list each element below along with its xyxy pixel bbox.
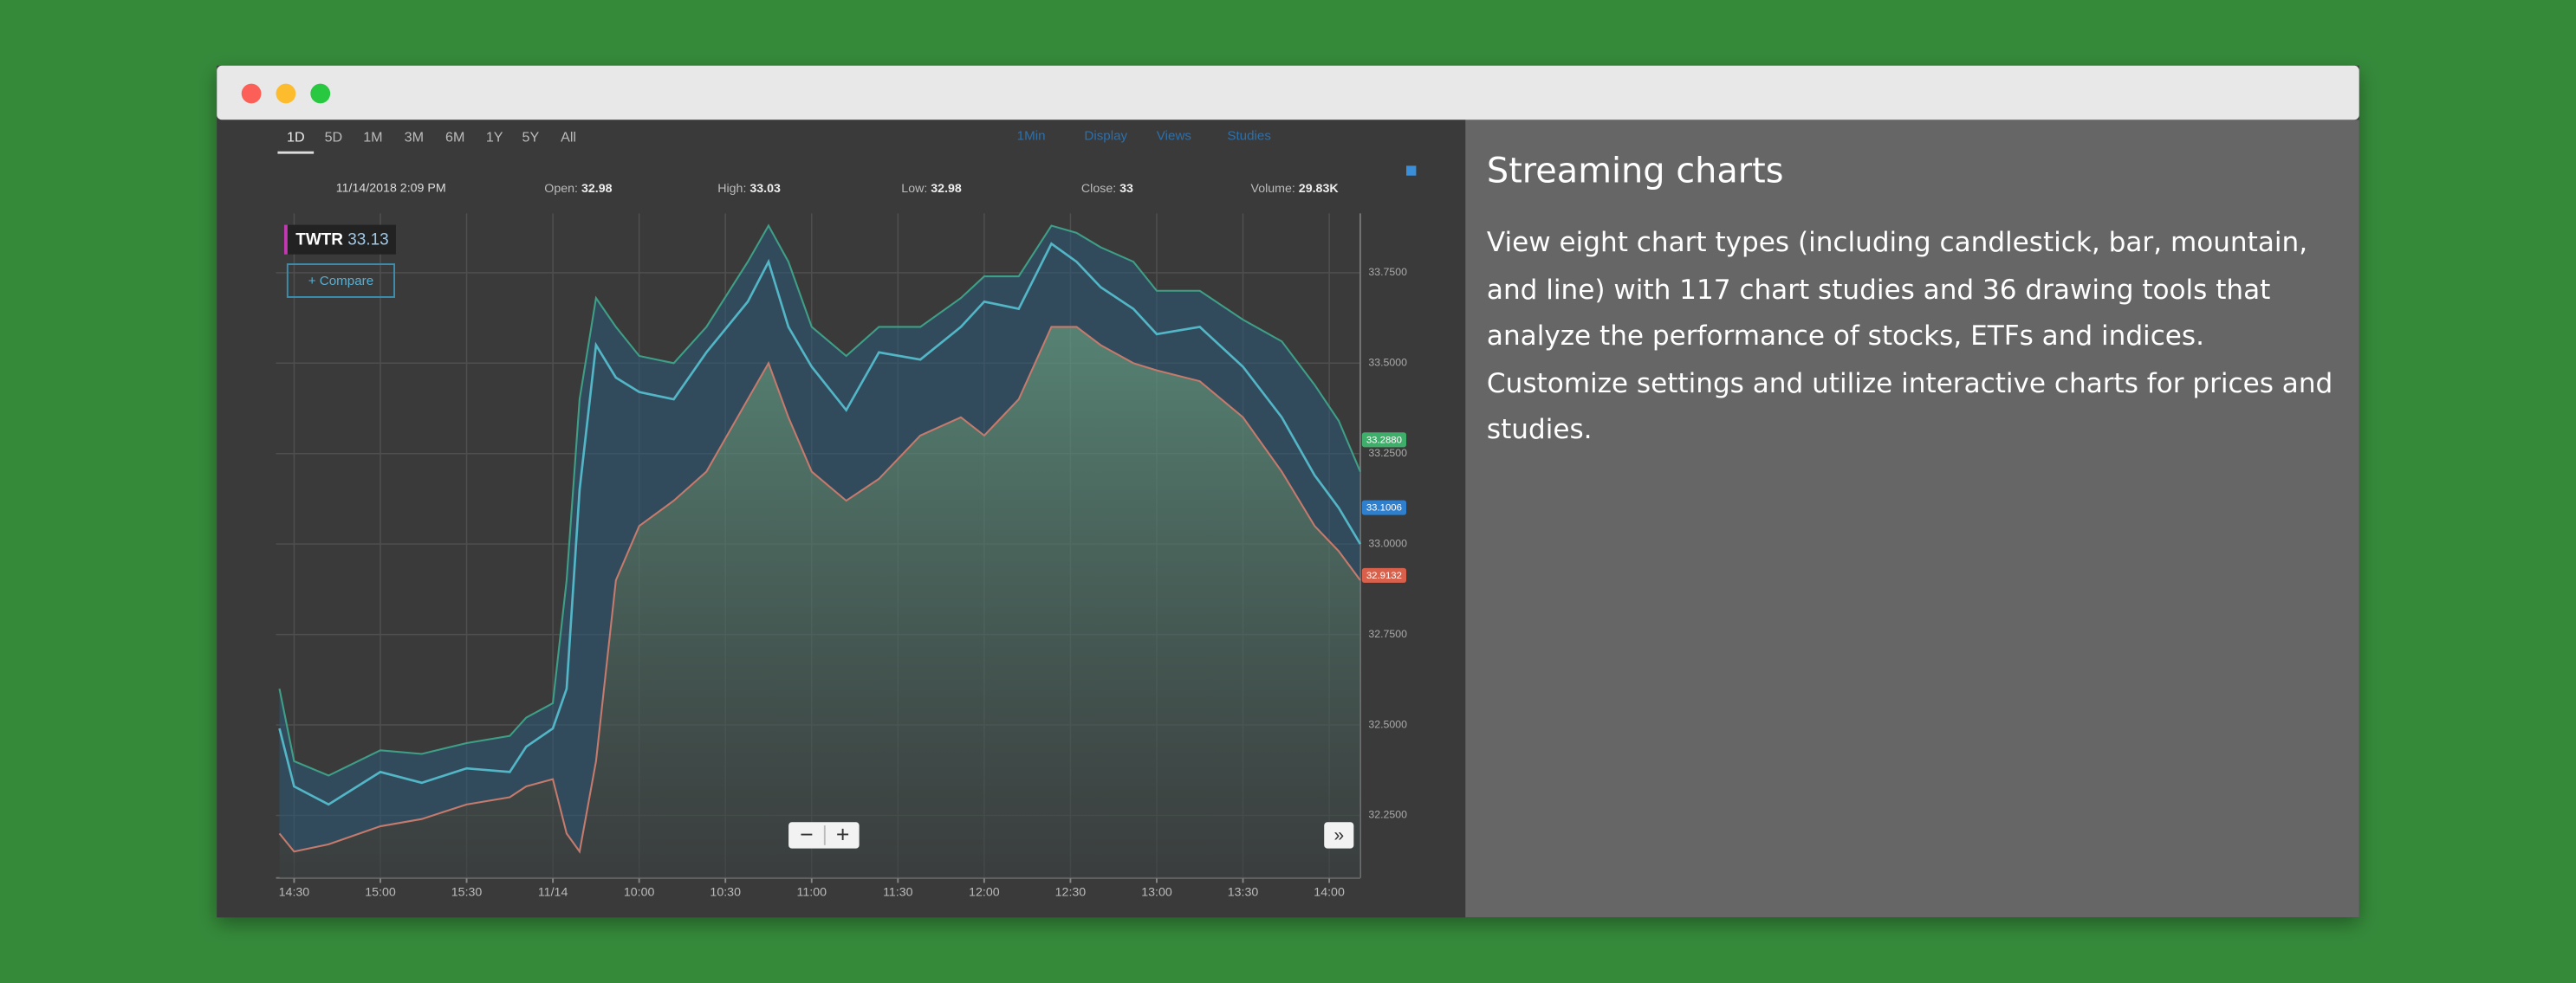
quote-label: Open: [544,182,578,196]
scroll-end-button[interactable] [1324,822,1354,849]
zoom-in-icon[interactable]: + [836,821,850,847]
timeframe-tab[interactable]: 6M [445,129,464,145]
compare-button[interactable] [286,263,395,298]
x-tick-label: 11:00 [797,886,827,900]
y-tick-label: 33.0000 [1368,537,1407,549]
zoom-out-icon[interactable]: − [800,821,814,847]
quote-field: High: 33.03 [717,182,781,196]
quote-field: Open: 32.98 [544,182,612,196]
x-tick-label: 12:30 [1055,886,1087,900]
timeframe-tab[interactable]: All [561,129,576,145]
quote-value: 33 [1119,182,1133,196]
price-tag-label: 33.2880 [1366,435,1402,445]
symbol-label: TWTR 33.13 [295,231,388,249]
minimize-button[interactable] [276,83,296,104]
chart: 1D 5D 1M 3M 6M 1Y 5Y All 1Min Display Views Studies… [276,128,1407,900]
y-tick-label: 32.7500 [1368,628,1407,640]
band-fill [279,225,1360,852]
price-tag [1361,432,1407,448]
quote-label: Volume: [1251,182,1295,196]
quote-label: High: [717,182,746,196]
quote-label: Low: [901,182,927,196]
compare-button-label[interactable]: + Compare [308,274,373,288]
series-line [278,223,1361,777]
quote-field: Low: 32.98 [901,182,962,196]
x-tick-label: 10:00 [624,886,655,900]
timeframe-tab[interactable]: 1Y [486,129,503,145]
y-tick-label: 32.2500 [1368,809,1407,821]
x-tick-label: 13:30 [1228,886,1259,900]
x-tick-label: 14:30 [279,886,310,900]
info-panel [1465,120,2359,918]
maximize-button[interactable] [310,83,331,104]
price-tag-label: 32.9132 [1366,571,1402,581]
panel-text: Streaming charts View eight chart types … [1487,151,2349,454]
x-tick-label: 12:00 [969,886,1000,900]
toolbar-menu[interactable]: 1Min [1017,128,1046,143]
x-tick-label: 10:30 [710,886,741,900]
symbol-name: TWTR [295,231,343,249]
panel-title: Streaming charts [1486,151,1784,191]
y-tick-label: 32.5000 [1368,718,1407,730]
symbol-box [287,224,396,255]
quote-value: 32.98 [931,182,962,196]
x-tick-label: 11/14 [538,886,568,900]
symbol-price: 33.13 [347,231,388,249]
quote-value: 32.98 [581,182,613,196]
quote-field: Volume: 29.83K [1251,182,1340,196]
area-fill [279,327,1360,878]
quote-datetime: 11/14/2018 2:09 PM [336,182,446,196]
x-tick-label: 13:00 [1141,886,1172,900]
price-tag-label: 33.1006 [1366,503,1402,514]
price-tag [1361,567,1407,583]
panel-content: Streaming charts View eight chart types … [1487,151,2349,454]
quote-field: Close: 33 [1081,182,1133,196]
x-tick-label: 15:00 [365,886,396,900]
timeframe-tab[interactable]: 1M [363,129,382,145]
close-button[interactable] [241,83,262,104]
panel-description: View eight chart types (including candle… [1486,226,2333,446]
title-bar [217,65,2359,120]
quote-value: 29.83K [1299,182,1340,196]
x-tick-label: 11:30 [883,886,913,900]
quote-value: 33.03 [749,182,781,196]
price-tag [1361,500,1407,515]
y-tick-label: 33.7500 [1368,266,1407,278]
y-tick-label: 33.5000 [1368,357,1407,369]
toolbar-menu[interactable]: Views [1157,128,1192,143]
timeframe-tab[interactable]: 5Y [522,129,540,145]
toolbar-menu[interactable]: Display [1084,128,1127,143]
toolbar-menu[interactable]: Studies [1227,128,1271,143]
symbol-marker [284,224,288,255]
timeframe-tab[interactable]: 3M [405,129,424,145]
timeframe-tab[interactable]: 5D [325,129,343,145]
timeframe-tab[interactable]: 1D [287,129,305,145]
x-tick-label: 14:00 [1314,886,1345,900]
y-tick-label: 33.2500 [1368,447,1407,459]
settings-dot[interactable] [1406,165,1417,176]
series-line [278,242,1362,806]
series-line [278,326,1361,854]
scroll-end-icon[interactable]: » [1333,825,1344,845]
x-tick-label: 15:30 [451,886,483,900]
quote-label: Close: [1081,182,1116,196]
